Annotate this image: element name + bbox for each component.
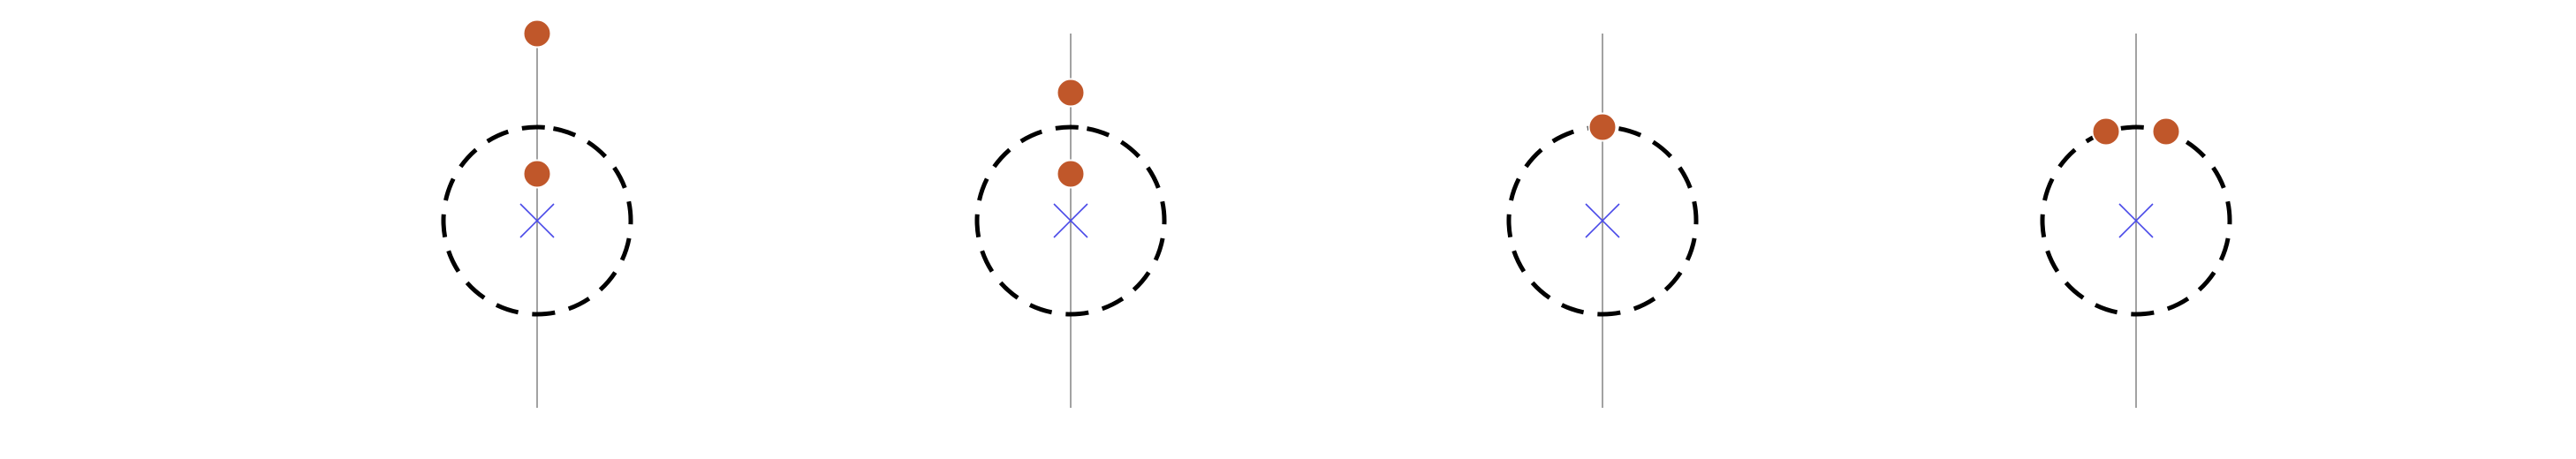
dashed-orbit-circle xyxy=(1506,124,1699,317)
ball-2 xyxy=(1056,159,1086,189)
ball-1 xyxy=(1587,112,1618,142)
x-mark-icon xyxy=(1053,203,1088,238)
ball-1 xyxy=(522,19,552,49)
x-mark-icon xyxy=(1585,203,1620,238)
diagram-panel-2 xyxy=(974,34,1167,408)
diagram-panel-3 xyxy=(1506,34,1699,408)
x-mark-icon xyxy=(2118,203,2154,238)
x-mark-icon xyxy=(519,203,555,238)
dashed-orbit-circle xyxy=(974,124,1167,317)
ball-2 xyxy=(2151,117,2181,147)
ball-2 xyxy=(522,159,552,189)
diagram-panel-4 xyxy=(2040,34,2232,408)
ball-1 xyxy=(2091,117,2121,147)
ball-1 xyxy=(1056,78,1086,108)
